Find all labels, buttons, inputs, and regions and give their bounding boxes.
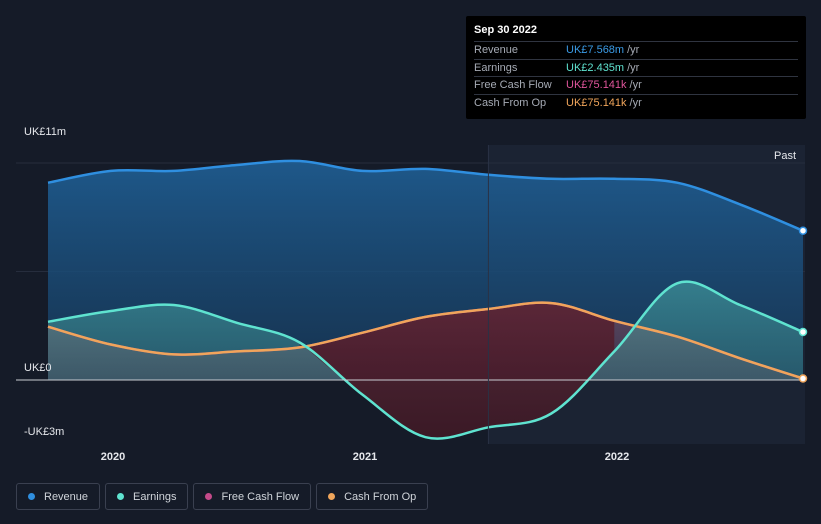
tooltip-unit: /yr	[629, 79, 642, 92]
end-marker-cash-from-op	[798, 374, 808, 383]
legend-item-revenue[interactable]: Revenue	[16, 483, 101, 510]
tooltip-date: Sep 30 2022	[474, 24, 537, 36]
tooltip-value: UK£7.568m	[566, 44, 625, 57]
tooltip-label: Cash From Op	[474, 96, 547, 109]
tooltip-unit: /yr	[627, 44, 640, 57]
end-marker-revenue	[798, 226, 808, 235]
tooltip-row-cash-from-op: Cash From Op UK£75.141k /yr	[474, 93, 798, 112]
tooltip-label: Free Cash Flow	[474, 79, 552, 92]
tooltip-unit: /yr	[629, 96, 642, 109]
tooltip-unit: /yr	[627, 61, 640, 74]
tooltip-label: Revenue	[474, 44, 519, 57]
x-tick-label-2022: 2022	[604, 451, 630, 463]
legend-item-free-cash-flow[interactable]: Free Cash Flow	[193, 483, 312, 510]
legend-dot-icon	[328, 493, 336, 500]
legend-dot-icon	[205, 493, 213, 500]
tooltip-label: Earnings	[474, 61, 518, 74]
chart-legend: Revenue Earnings Free Cash Flow Cash Fro…	[16, 483, 429, 510]
legend-dot-icon	[28, 493, 35, 500]
legend-label: Earnings	[133, 490, 177, 503]
legend-label: Revenue	[44, 490, 89, 503]
chart-plot	[16, 145, 808, 444]
end-marker-earnings	[798, 327, 808, 337]
x-tick-label-2021: 2021	[352, 451, 378, 463]
area-negative-gap	[299, 302, 615, 439]
y-tick-label-zero: UK£0	[24, 362, 52, 374]
tooltip-value: UK£2.435m	[566, 61, 625, 74]
legend-label: Free Cash Flow	[221, 490, 300, 503]
legend-item-cash-from-op[interactable]: Cash From Op	[316, 483, 429, 510]
tooltip-row-free-cash-flow: Free Cash Flow UK£75.141k /yr	[474, 76, 798, 94]
tooltip-value: UK£75.141k	[566, 79, 627, 92]
line-revenue	[47, 159, 804, 232]
past-label: Past	[774, 150, 797, 162]
y-tick-label-top: UK£11m	[24, 126, 66, 138]
tooltip-row-revenue: Revenue UK£7.568m /yr	[474, 41, 798, 59]
legend-dot-icon	[117, 493, 125, 500]
legend-item-earnings[interactable]: Earnings	[105, 483, 189, 510]
legend-label: Cash From Op	[344, 490, 417, 503]
tooltip-row-earnings: Earnings UK£2.435m /yr	[474, 58, 798, 77]
y-tick-label-bottom: -UK£3m	[24, 426, 65, 438]
x-tick-label-2020: 2020	[100, 451, 126, 463]
tooltip-value: UK£75.141k	[566, 96, 627, 109]
line-earnings	[47, 280, 804, 440]
line-cash-from-op	[47, 301, 804, 380]
data-tooltip: Sep 30 2022 Revenue UK£7.568m /yr Earnin…	[466, 16, 806, 119]
